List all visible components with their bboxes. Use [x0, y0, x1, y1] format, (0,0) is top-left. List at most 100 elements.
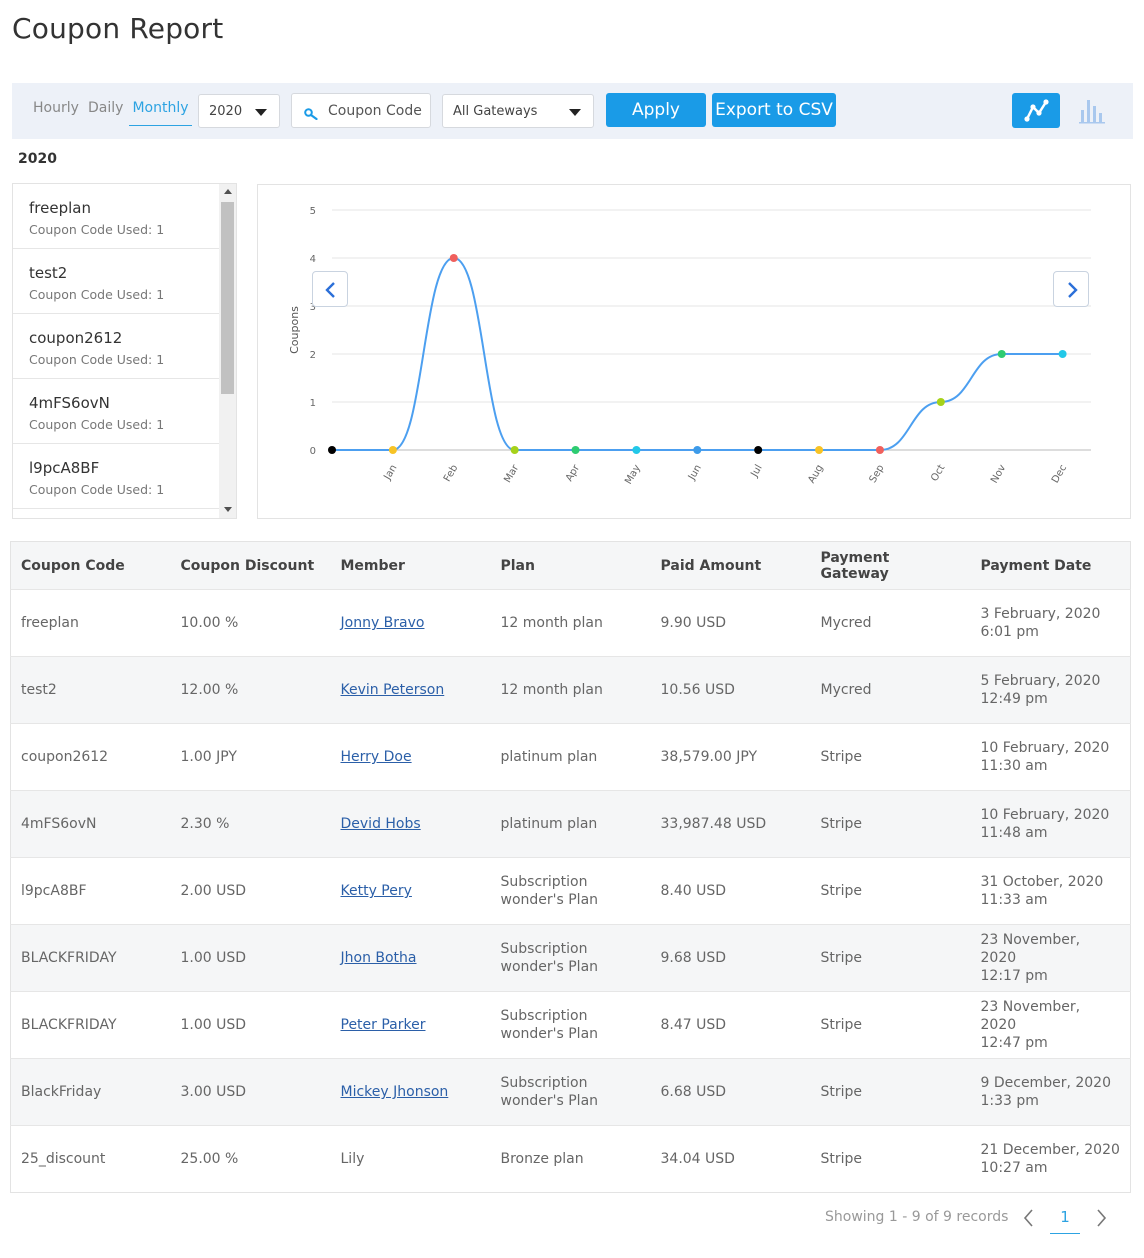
column-header[interactable]: Payment Gateway — [810, 541, 971, 590]
list-scrollbar[interactable] — [219, 184, 236, 518]
member-link[interactable]: Herry Doe — [340, 749, 412, 765]
table-header-row: Coupon Code Coupon Discount Member Plan … — [10, 541, 1131, 590]
coupon-list-item[interactable]: freeplan Coupon Code Used: 1 — [13, 184, 220, 249]
export-csv-button[interactable]: Export to CSV — [712, 93, 836, 127]
coupon-code-cell: l9pcA8BF — [10, 857, 171, 925]
y-tick-label: 0 — [310, 446, 316, 457]
filter-toolbar: Hourly Daily Monthly 2020 Coupon Code Al… — [12, 83, 1133, 139]
pagination-page-1[interactable]: 1 — [1050, 1204, 1080, 1234]
payment-gateway-cell: Stripe — [810, 790, 971, 858]
data-point — [571, 446, 580, 454]
payment-date-cell: 23 November, 2020 12:47 pm — [970, 991, 1131, 1059]
paid-amount: 34.04 USD — [660, 1151, 735, 1167]
member-link[interactable]: Devid Hobs — [340, 816, 421, 832]
table-row: 4mFS6ovN 2.30 % Devid Hobs platinum plan 33,… — [10, 790, 1131, 858]
line-chart-icon — [1024, 99, 1049, 122]
column-header[interactable]: Paid Amount — [650, 541, 811, 590]
member-link[interactable]: Jonny Bravo — [340, 615, 425, 631]
coupon-list-item[interactable]: test2 Coupon Code Used: 1 — [13, 249, 220, 314]
coupon-code-cell: 25_discount — [10, 1125, 171, 1193]
chart-prev-button[interactable] — [312, 271, 348, 307]
plan-name: Subscription wonder's Plan — [500, 1008, 599, 1042]
coupon-discount-cell: 2.00 USD — [170, 857, 331, 925]
selected-year-label: 2020 — [18, 151, 57, 167]
payment-date: 21 December, 2020 — [980, 1142, 1120, 1158]
coupon-discount-cell: 1.00 JPY — [170, 723, 331, 791]
member-link-cell: Devid Hobs — [330, 790, 491, 858]
coupon-discount-cell: 3.00 USD — [170, 1058, 331, 1126]
paid-amount: 10.56 USD — [660, 682, 735, 698]
scrollbar-thumb[interactable] — [221, 202, 234, 394]
payment-gateway: Stripe — [820, 1084, 863, 1100]
payment-time: 12:17 pm — [980, 968, 1048, 984]
coupon-code: BlackFriday — [21, 1084, 102, 1100]
paid-amount-cell: 9.90 USD — [650, 589, 811, 657]
member-link[interactable]: Ketty Pery — [340, 883, 412, 899]
y-tick-label: 1 — [310, 398, 316, 409]
period-monthly-tab[interactable]: Monthly — [129, 100, 192, 126]
member-link[interactable]: Kevin Peterson — [340, 682, 445, 698]
y-tick-label: 4 — [310, 254, 316, 265]
member-link[interactable]: Mickey Jhonson — [340, 1084, 449, 1100]
coupon-list-item[interactable]: coupon2612 Coupon Code Used: 1 — [13, 314, 220, 379]
column-header[interactable]: Coupon Code — [10, 541, 171, 590]
coupon-discount: 3.00 USD — [180, 1084, 247, 1100]
coupon-list-item[interactable]: 4mFS6ovN Coupon Code Used: 1 — [13, 379, 220, 444]
coupon-used-count: Coupon Code Used: 1 — [29, 482, 165, 497]
period-daily-tab[interactable]: Daily — [88, 100, 124, 116]
x-tick-label: Jul — [749, 463, 765, 480]
coupon-code-cell: coupon2612 — [10, 723, 171, 791]
coupon-discount: 12.00 % — [180, 682, 239, 698]
payment-gateway-cell: Stripe — [810, 723, 971, 791]
member-link[interactable]: Peter Parker — [340, 1017, 426, 1033]
coupon-list-item[interactable]: l9pcA8BF Coupon Code Used: 1 — [13, 444, 220, 509]
column-header[interactable]: Plan — [490, 541, 651, 590]
y-tick-label: 3 — [310, 302, 316, 313]
member-link[interactable]: Jhon Botha — [340, 950, 417, 966]
coupon-name: 4mFS6ovN — [29, 394, 110, 412]
column-header[interactable]: Member — [330, 541, 491, 590]
payment-gateway-cell: Stripe — [810, 924, 971, 992]
plan-name-cell: Subscription wonder's Plan — [490, 1058, 651, 1126]
coupon-discount-cell: 12.00 % — [170, 656, 331, 724]
coupon-name: test2 — [29, 264, 68, 282]
line-chart: 0 1 2 3 4 5 Coupons Jan Feb Mar Apr May Jun Jul Aug Sep… — [288, 206, 1091, 486]
paid-amount-cell: 9.68 USD — [650, 924, 811, 992]
chevron-right-icon — [1097, 1209, 1107, 1227]
column-header[interactable]: Payment Date — [970, 541, 1131, 590]
gateway-select[interactable]: All Gateways — [442, 94, 594, 128]
coupon-code: BLACKFRIDAY — [21, 1017, 117, 1033]
coupon-code-search[interactable]: Coupon Code — [291, 93, 431, 128]
coupon-used-count: Coupon Code Used: 1 — [29, 352, 165, 367]
scroll-up-arrow-icon[interactable] — [224, 189, 232, 194]
paid-amount-cell: 8.40 USD — [650, 857, 811, 925]
line-chart-view-button[interactable] — [1012, 93, 1060, 128]
paid-amount-cell: 33,987.48 USD — [650, 790, 811, 858]
pagination-prev-button[interactable] — [1022, 1208, 1036, 1232]
table-row: 25_discount 25.00 % Lily Bronze plan 34.04 U… — [10, 1125, 1131, 1193]
plan-name: platinum plan — [500, 816, 598, 832]
data-point — [449, 254, 458, 262]
coupon-used-count: Coupon Code Used: 1 — [29, 222, 165, 237]
column-header[interactable]: Coupon Discount — [170, 541, 331, 590]
coupon-name: coupon2612 — [29, 329, 123, 347]
coupon-code-cell: freeplan — [10, 589, 171, 657]
bar-chart-view-button[interactable] — [1070, 93, 1118, 128]
scroll-down-arrow-icon[interactable] — [224, 507, 232, 512]
x-tick-label: Dec — [1050, 463, 1069, 485]
payment-date-cell: 31 October, 2020 11:33 am — [970, 857, 1131, 925]
payment-date-cell: 5 February, 2020 12:49 pm — [970, 656, 1131, 724]
table-row: BLACKFRIDAY 1.00 USD Jhon Botha Subscriptio… — [10, 924, 1131, 992]
payment-date: 5 February, 2020 — [980, 673, 1101, 689]
coupon-usage-list: freeplan Coupon Code Used: 1 test2 Coupo… — [12, 183, 237, 519]
plan-name-cell: 12 month plan — [490, 656, 651, 724]
apply-button[interactable]: Apply — [606, 93, 706, 127]
chart-next-button[interactable] — [1053, 271, 1089, 307]
paid-amount: 8.47 USD — [660, 1017, 727, 1033]
year-select[interactable]: 2020 — [198, 94, 280, 128]
period-hourly-tab[interactable]: Hourly — [33, 100, 79, 116]
coupon-discount-cell: 1.00 USD — [170, 924, 331, 992]
coupon-code-cell: BLACKFRIDAY — [10, 924, 171, 992]
member-link-cell: Jhon Botha — [330, 924, 491, 992]
pagination-next-button[interactable] — [1094, 1208, 1108, 1232]
